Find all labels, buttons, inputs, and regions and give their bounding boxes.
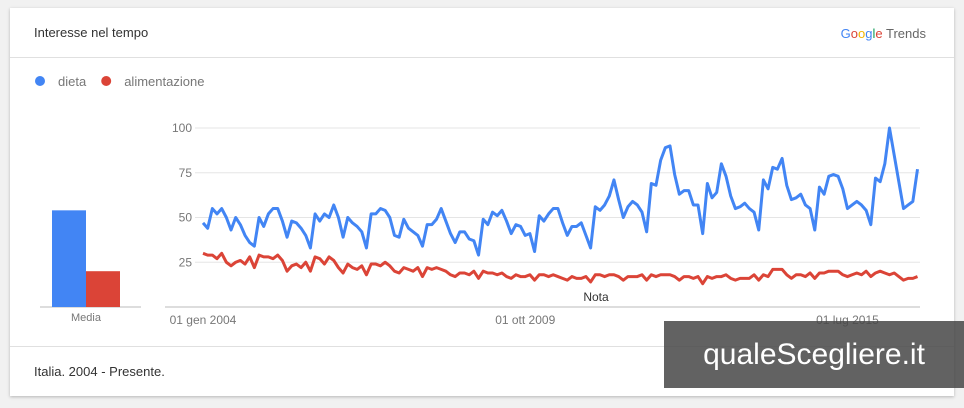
y-tick-label: 25	[179, 255, 193, 269]
y-tick-label: 75	[179, 166, 193, 180]
brand-product: Trends	[886, 26, 926, 41]
legend-label: alimentazione	[124, 74, 204, 89]
avg-label: Media	[71, 312, 102, 324]
x-tick-label: 01 ott 2009	[495, 313, 555, 327]
annotation: Nota	[583, 290, 609, 304]
line	[202, 251, 919, 286]
footer: Italia. 2004 - Presente.	[34, 364, 165, 379]
y-tick-label: 100	[172, 121, 192, 135]
watermark: qualeScegliere.it	[664, 321, 964, 388]
chart-title: Interesse nel tempo	[34, 25, 149, 40]
line	[201, 126, 919, 257]
legend-dot	[101, 76, 112, 86]
legend-label: dieta	[58, 74, 87, 89]
legend-dot	[35, 76, 45, 86]
y-tick-label: 50	[179, 211, 193, 225]
divider	[10, 57, 954, 58]
x-tick-label: 01 gen 2004	[170, 313, 237, 327]
divider	[10, 346, 954, 347]
brand: Google Trends	[841, 26, 926, 41]
avg-bar	[52, 210, 86, 307]
brand-name: Google	[840, 26, 883, 41]
avg-bar	[86, 271, 120, 307]
